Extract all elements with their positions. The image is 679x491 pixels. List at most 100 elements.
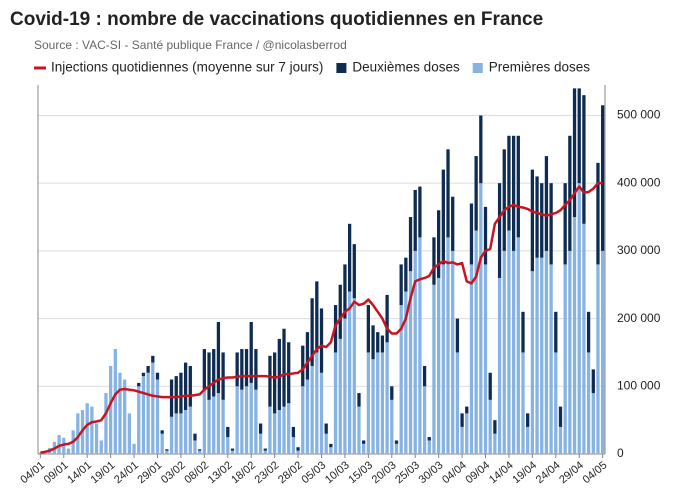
x-tick-label: 28/02 <box>276 459 305 486</box>
bar-segment <box>249 382 253 454</box>
x-tick-label: 04/05 <box>581 459 610 486</box>
bar-segment <box>422 386 427 454</box>
bar-segment <box>132 443 136 454</box>
y-tick-label: 300 000 <box>617 243 661 257</box>
bar-segment <box>507 230 511 454</box>
bar-segment <box>568 135 572 251</box>
bar-segment <box>310 365 314 454</box>
bar-segment <box>193 433 197 441</box>
bar-segment <box>497 277 502 454</box>
bar-segment <box>198 449 202 451</box>
x-tick-label: 24/04 <box>534 459 563 486</box>
bar-segment <box>343 264 347 319</box>
x-tick-label: 09/01 <box>42 459 71 486</box>
bar-segment <box>362 443 366 454</box>
bar-segment <box>315 352 319 454</box>
bar-segment <box>104 393 108 454</box>
bar-segment <box>258 433 263 454</box>
bar-segment <box>460 426 464 454</box>
bar-segment <box>511 135 516 251</box>
bar-segment <box>291 437 296 454</box>
bar-segment <box>366 305 370 353</box>
bar-segment <box>329 447 333 454</box>
bar-segment <box>183 362 188 410</box>
bar-segment <box>230 448 235 451</box>
bar-segment <box>530 169 535 272</box>
bar-segment <box>371 359 375 454</box>
legend-swatch <box>336 63 347 73</box>
x-tick-label: 23/02 <box>253 459 282 486</box>
bar-segment <box>207 352 211 400</box>
legend-label: Premières doses <box>489 60 591 75</box>
bar-segment <box>137 386 141 454</box>
bar-segment <box>469 264 474 454</box>
bar-segment <box>437 277 441 454</box>
bar-segment <box>394 443 399 454</box>
bar-segment <box>441 264 445 454</box>
bar-segment <box>390 386 394 400</box>
bar-segment <box>554 352 558 454</box>
bar-segment <box>287 403 291 454</box>
bar-segment <box>338 284 342 339</box>
bar-segment <box>441 169 445 265</box>
bar-segment <box>385 294 389 343</box>
bar-segment <box>502 250 506 454</box>
bar-segment <box>282 328 286 407</box>
bar-segment <box>141 372 146 377</box>
bar-segment <box>418 237 422 454</box>
bar-segment <box>263 448 267 451</box>
bar-segment <box>488 372 492 400</box>
bar-segment <box>380 352 385 454</box>
bar-segment <box>244 349 249 387</box>
bar-segment <box>310 298 314 366</box>
x-tick-label: 15/03 <box>346 459 375 486</box>
bar-segment <box>240 389 244 454</box>
legend-label: Deuxièmes doses <box>352 60 460 75</box>
bar-segment <box>413 250 417 454</box>
bar-segment <box>563 264 567 454</box>
bar-segment <box>586 352 591 454</box>
bar-segment <box>502 149 506 251</box>
bar-segment <box>563 183 567 265</box>
bar-segment <box>151 355 155 363</box>
bar-segment <box>540 257 544 454</box>
bar-segment <box>207 399 211 454</box>
bar-segment <box>549 183 553 265</box>
bar-segment <box>558 406 563 427</box>
bar-segment <box>179 413 183 454</box>
x-tick-label: 04/04 <box>440 459 469 486</box>
bar-segment <box>193 440 197 454</box>
y-tick-label: 500 000 <box>617 108 661 122</box>
bar-segment <box>62 437 66 454</box>
bar-segment <box>483 264 488 454</box>
bar-segment <box>174 413 178 454</box>
bar-segment <box>240 349 244 390</box>
bar-segment <box>385 342 389 454</box>
bar-segment <box>404 291 408 454</box>
x-tick-label: 09/04 <box>464 459 493 486</box>
bar-segment <box>465 413 469 454</box>
bar-segment <box>118 372 122 454</box>
bar-segment <box>497 183 502 278</box>
bar-segment <box>511 250 516 454</box>
bar-segment <box>465 406 469 414</box>
bar-segment <box>432 284 436 454</box>
x-tick-label: 30/03 <box>417 459 446 486</box>
bar-segment <box>427 440 431 454</box>
bar-segment <box>216 321 221 394</box>
x-tick-label: 29/04 <box>557 459 586 486</box>
x-tick-label: 25/03 <box>393 459 422 486</box>
bar-segment <box>174 376 178 414</box>
bar-segment <box>577 183 581 454</box>
bar-segment <box>296 450 300 454</box>
chart-title: Covid-19 : nombre de vaccinations quotid… <box>10 9 543 30</box>
bar-segment <box>230 450 235 454</box>
x-tick-label: 10/03 <box>323 459 352 486</box>
bar-segment <box>572 88 577 218</box>
bar-segment <box>591 369 595 394</box>
bar-segment <box>479 115 483 184</box>
bar-segment <box>577 88 581 184</box>
bar-segment <box>151 362 155 454</box>
bar-segment <box>258 423 263 434</box>
